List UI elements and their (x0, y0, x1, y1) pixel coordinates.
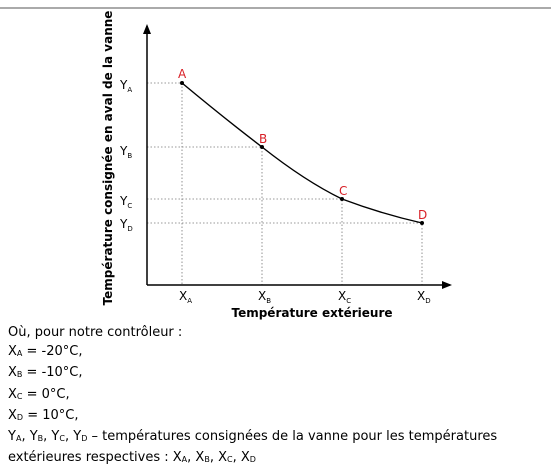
text-run: Y (8, 429, 16, 445)
label-main: X (417, 289, 425, 303)
text-run: X (8, 365, 17, 381)
label-sub: A (187, 297, 192, 305)
subscript: C (16, 391, 23, 401)
axis-label: YB (119, 144, 132, 160)
label-main: Y (119, 144, 128, 158)
text-line: XD = 10°C, (8, 406, 497, 427)
label-main: Y (119, 78, 128, 92)
label-sub: B (266, 297, 271, 305)
text-run: X (8, 386, 17, 402)
point-label: D (418, 208, 427, 222)
label-sub: A (127, 86, 132, 94)
label-main: X (179, 289, 187, 303)
label-sub: D (127, 225, 132, 233)
axis-label: YC (119, 194, 132, 210)
text-line: XA = -20°C, (8, 342, 497, 363)
axes (146, 26, 450, 286)
label-sub: B (127, 152, 132, 160)
text-run: = -20°C, (22, 344, 83, 360)
text-run: extérieures respectives : X (8, 450, 182, 466)
text-run: X (8, 344, 17, 360)
text-run: , X (232, 450, 250, 466)
text-run: – températures consignées de la vanne po… (87, 429, 498, 445)
subscript: C (59, 434, 65, 444)
curve-points (180, 81, 424, 225)
axis-label: XD (417, 289, 431, 305)
point-label: B (259, 132, 267, 146)
explanation: Où, pour notre contrôleur : XA = -20°C, XB… (8, 323, 497, 469)
text-line: XC = 0°C, (8, 385, 497, 406)
text-run: Où, pour notre contrôleur : (8, 325, 183, 340)
x-labels: XA XB XC XD (179, 289, 431, 305)
text-line: Où, pour notre contrôleur : (8, 323, 497, 342)
guide-lines (147, 82, 423, 285)
text-run: = 0°C, (22, 386, 70, 402)
axis-label: YD (119, 217, 133, 233)
subscript: D (16, 412, 24, 422)
axis-label: XC (338, 289, 351, 305)
label-main: Y (119, 194, 128, 208)
text-run: = 10°C, (23, 407, 79, 423)
label-sub: C (127, 202, 132, 210)
subscript: D (249, 455, 256, 465)
text-run: = -10°C, (22, 365, 83, 381)
subscript: B (204, 455, 210, 465)
x-axis-title: Température extérieure (231, 306, 392, 320)
text-run: , Y (43, 429, 60, 445)
point-label: C (339, 184, 347, 198)
axis-arrows (143, 24, 452, 289)
y-axis-title: Température consignée en aval de la vann… (101, 11, 115, 306)
text-run: , Y (64, 429, 82, 445)
axis-label: YA (119, 78, 132, 94)
axis-label: XB (258, 289, 271, 305)
point-labels: A B C D (178, 67, 427, 222)
subscript: D (81, 434, 88, 444)
text-run: X (8, 407, 17, 423)
subscript: C (227, 455, 233, 465)
subscript: A (16, 349, 23, 359)
axis-label: XA (179, 289, 192, 305)
label-main: Y (119, 217, 128, 231)
label-main: X (338, 289, 346, 303)
label-main: X (258, 289, 266, 303)
subscript: A (15, 434, 22, 444)
text-run: , Y (21, 429, 38, 445)
text-run: , X (187, 450, 205, 466)
text-line: XB = -10°C, (8, 363, 497, 384)
text-line: extérieures respectives : XA, XB, XC, XD (8, 448, 497, 469)
subscript: B (16, 370, 23, 380)
label-sub: C (346, 297, 351, 305)
text-run: , X (209, 450, 227, 466)
label-sub: D (425, 297, 430, 305)
point-label: A (178, 67, 187, 81)
text-line: YA, YB, YC, YD – températures consignées… (8, 427, 497, 448)
subscript: A (181, 455, 188, 465)
subscript: B (37, 434, 44, 444)
curve (181, 82, 423, 224)
